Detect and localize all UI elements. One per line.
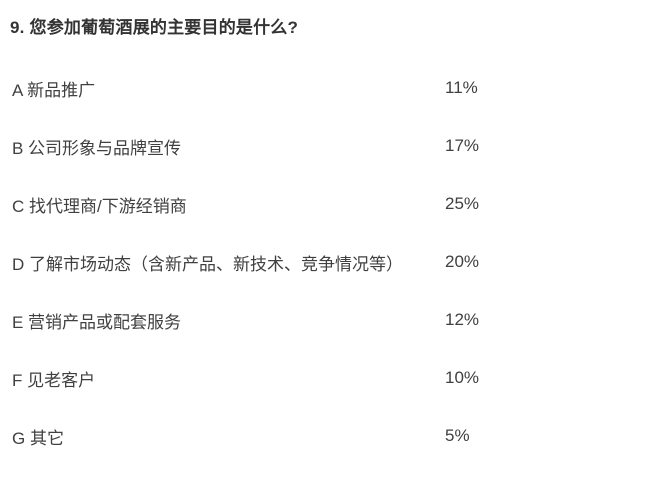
option-percent: 10% [445,368,480,387]
option-label: E 营销产品或配套服务 [12,312,182,332]
option-percent: 17% [445,136,480,155]
option-row: A 新品推广 11% [0,59,650,117]
option-percent: 20% [445,252,480,271]
option-row: G 其它 5% [0,407,650,465]
question-title: 9. 您参加葡萄酒展的主要目的是什么? [10,18,299,37]
option-percent: 5% [445,426,470,445]
option-percent: 11% [445,78,478,97]
option-row: D 了解市场动态（含新产品、新技术、竞争情况等） 20% [0,233,650,291]
option-label: B 公司形象与品牌宣传 [12,138,182,158]
option-row: F 见老客户 10% [0,349,650,407]
option-label: G 其它 [12,428,64,448]
options-list: A 新品推广 11% B 公司形象与品牌宣传 17% C 找代理商/下游经销商 … [0,59,650,465]
option-label: D 了解市场动态（含新产品、新技术、竞争情况等） [12,254,403,274]
option-row: C 找代理商/下游经销商 25% [0,175,650,233]
option-percent: 25% [445,194,480,213]
option-percent: 12% [445,310,480,329]
option-label: A 新品推广 [12,80,96,100]
option-row: B 公司形象与品牌宣传 17% [0,117,650,175]
option-label: F 见老客户 [12,370,96,390]
option-row: E 营销产品或配套服务 12% [0,291,650,349]
option-label: C 找代理商/下游经销商 [12,196,187,216]
